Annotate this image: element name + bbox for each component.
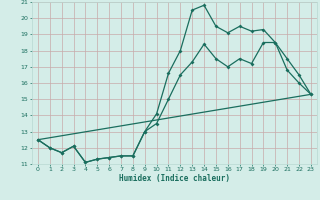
X-axis label: Humidex (Indice chaleur): Humidex (Indice chaleur) <box>119 174 230 183</box>
